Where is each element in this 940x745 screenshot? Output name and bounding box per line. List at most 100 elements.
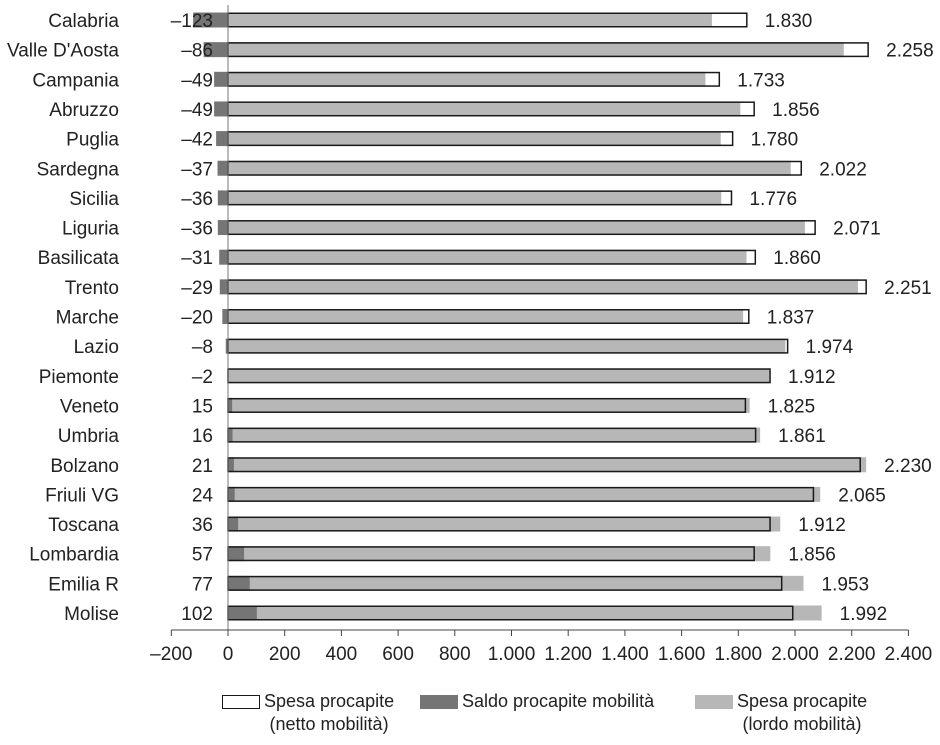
value-label: 1.860 (773, 248, 821, 269)
lordo-bar (232, 427, 761, 443)
x-tick-label: 400 (326, 644, 358, 665)
region-label: Sardegna (37, 159, 120, 180)
region-label: Marche (56, 308, 119, 329)
legend-label-saldo: Saldo procapite mobilità (462, 691, 655, 711)
lordo-bar (228, 249, 747, 265)
value-label: 1.825 (768, 396, 816, 417)
x-tick-label: 1.600 (658, 644, 706, 665)
saldo-label: 77 (192, 574, 213, 595)
region-label: Liguria (62, 219, 119, 240)
value-label: 1.856 (788, 545, 836, 566)
x-tick-label: 1.000 (488, 644, 536, 665)
value-label: 1.912 (798, 515, 846, 536)
legend-label-netto: Spesa procapite (netto mobilità) (264, 691, 395, 734)
value-label: 2.022 (819, 159, 867, 180)
legend: Spesa procapite (netto mobilità) Saldo p… (0, 690, 940, 745)
saldo-label: –86 (181, 41, 213, 62)
saldo-bar (228, 427, 233, 443)
lordo-bar (228, 338, 786, 354)
saldo-label: –42 (181, 130, 213, 151)
value-label: 2.230 (884, 456, 932, 477)
region-label: Friuli VG (45, 485, 119, 506)
region-label: Lazio (74, 337, 119, 358)
lordo-bar (228, 309, 744, 324)
x-tick-label: 1.200 (544, 644, 592, 665)
saldo-bar (203, 42, 228, 58)
saldo-label: –49 (181, 100, 213, 121)
saldo-label: –49 (181, 70, 213, 91)
region-label: Bolzano (50, 456, 119, 477)
lordo-bar (232, 397, 750, 413)
lordo-bar (228, 220, 805, 236)
saldo-bar (214, 101, 228, 117)
legend-item-lordo: Spesa procapite (lordo mobilità) (695, 690, 867, 736)
region-label: Lombardia (29, 545, 119, 566)
region-label: Campania (32, 70, 119, 91)
region-label: Puglia (66, 130, 119, 151)
saldo-bar (217, 160, 228, 176)
saldo-label: –8 (192, 337, 213, 358)
saldo-label: –36 (181, 219, 213, 240)
saldo-bar (222, 309, 228, 324)
saldo-label: –36 (181, 189, 213, 210)
saldo-bar (225, 338, 228, 354)
saldo-label: –20 (181, 308, 213, 329)
saldo-bar (214, 71, 228, 87)
x-tick-label: 2.200 (828, 644, 876, 665)
value-label: 1.861 (778, 426, 826, 447)
x-tick-label: 800 (439, 644, 471, 665)
region-label: Umbria (58, 426, 120, 447)
saldo-bar (228, 575, 250, 591)
saldo-label: 57 (192, 545, 213, 566)
saldo-label: –29 (181, 278, 213, 299)
lordo-bar (256, 605, 822, 621)
x-tick-label: –200 (150, 644, 192, 665)
legend-swatch-saldo (420, 695, 458, 709)
value-label: 1.776 (749, 189, 797, 210)
value-label: 1.856 (772, 100, 820, 121)
legend-item-netto: Spesa procapite (netto mobilità) (222, 690, 394, 736)
lordo-bar (228, 12, 712, 28)
saldo-bar (228, 486, 235, 502)
saldo-bar (228, 605, 257, 621)
region-label: Trento (65, 278, 119, 299)
x-tick-label: 1.800 (715, 644, 763, 665)
saldo-bar (217, 190, 228, 206)
region-label: Sicilia (69, 189, 119, 210)
value-label: 2.065 (838, 485, 886, 506)
bar-chart: Calabria –123 1.830 Valle D'Aosta –86 2.258 Ca… (7, 5, 934, 665)
saldo-label: –31 (181, 248, 213, 269)
saldo-bar (193, 12, 228, 28)
value-label: 2.258 (886, 41, 934, 62)
saldo-label: –2 (192, 367, 213, 388)
saldo-bar (216, 131, 228, 147)
lordo-bar (228, 101, 741, 117)
x-tick-label: 2.400 (885, 644, 933, 665)
saldo-label: 102 (181, 604, 213, 625)
lordo-bar (238, 516, 781, 532)
lordo-bar (228, 42, 844, 58)
value-label: 1.953 (822, 574, 870, 595)
lordo-bar (228, 190, 722, 206)
lordo-bar (228, 160, 791, 176)
legend-swatch-netto (222, 695, 260, 709)
region-label: Toscana (48, 515, 119, 536)
lordo-bar (234, 486, 821, 502)
x-tick-label: 200 (269, 644, 301, 665)
region-label: Piemonte (39, 367, 119, 388)
region-label: Calabria (48, 11, 119, 32)
legend-swatch-lordo (695, 695, 733, 709)
saldo-bar (217, 220, 228, 236)
region-label: Valle D'Aosta (7, 41, 119, 62)
value-label: 1.912 (788, 367, 836, 388)
region-label: Basilicata (38, 248, 120, 269)
value-label: 1.830 (765, 11, 813, 32)
legend-label-lordo: Spesa procapite (lordo mobilità) (737, 691, 868, 734)
saldo-label: 15 (192, 396, 213, 417)
lordo-bar (228, 71, 706, 87)
value-label: 1.733 (737, 70, 785, 91)
x-tick-label: 600 (382, 644, 414, 665)
saldo-label: –37 (181, 159, 213, 180)
legend-item-saldo: Saldo procapite mobilità (420, 690, 654, 713)
lordo-bar (228, 368, 770, 384)
